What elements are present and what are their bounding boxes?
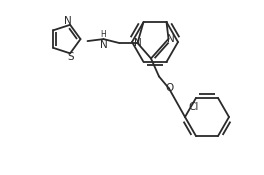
- Text: N: N: [100, 40, 107, 50]
- Text: N: N: [64, 16, 72, 26]
- Text: S: S: [68, 52, 74, 62]
- Text: O: O: [165, 83, 173, 93]
- Text: N: N: [134, 38, 142, 48]
- Text: H: H: [101, 30, 106, 39]
- Text: N: N: [167, 34, 175, 44]
- Text: Cl: Cl: [189, 102, 199, 112]
